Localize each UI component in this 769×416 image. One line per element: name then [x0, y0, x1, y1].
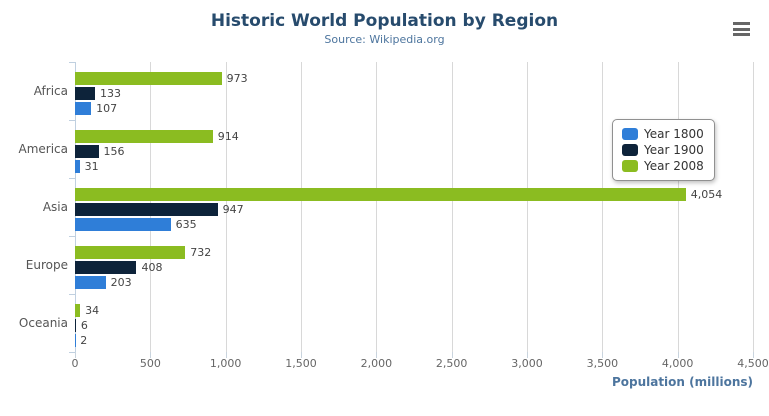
- gridline: [225, 62, 227, 352]
- gridline: [376, 62, 378, 352]
- chart-subtitle: Source: Wikipedia.org: [324, 33, 445, 46]
- legend-swatch-icon: [622, 144, 638, 156]
- x-axis-label: 2,500: [435, 357, 468, 370]
- data-label: 408: [141, 261, 163, 274]
- x-axis-label: 1,500: [285, 357, 317, 370]
- category-axis-tick: [69, 178, 75, 179]
- category-axis-tick: [69, 352, 75, 353]
- data-label: 31: [84, 160, 99, 173]
- value-axis-tick: [527, 352, 528, 358]
- data-label: 947: [222, 203, 244, 216]
- bar-year-2008-asia[interactable]: [75, 188, 686, 201]
- bar-year-1900-oceania[interactable]: [75, 319, 76, 332]
- category-label: Africa: [33, 84, 68, 98]
- data-label: 107: [96, 102, 118, 115]
- export-menu-button[interactable]: [733, 21, 750, 37]
- category-axis-tick: [69, 62, 75, 63]
- bar-year-2008-europe[interactable]: [75, 246, 186, 259]
- bar-year-1800-europe[interactable]: [75, 276, 106, 289]
- category-axis-tick: [69, 236, 75, 237]
- x-axis-label: 3,500: [586, 357, 619, 370]
- legend: Year 1800 Year 1900 Year 2008: [612, 119, 715, 181]
- category-axis-tick: [69, 120, 75, 121]
- category-label: Europe: [25, 258, 68, 272]
- category-axis-tick: [69, 294, 75, 295]
- bar-year-1900-europe[interactable]: [75, 261, 137, 274]
- gridline: [451, 62, 453, 352]
- x-axis-label: 2,000: [360, 357, 393, 370]
- x-axis-label: 4,000: [661, 357, 694, 370]
- bar-year-1800-africa[interactable]: [75, 102, 92, 115]
- legend-swatch-icon: [622, 128, 638, 140]
- value-axis-tick: [75, 352, 76, 358]
- legend-item-year-2008[interactable]: Year 2008: [622, 158, 704, 174]
- bar-year-2008-oceania[interactable]: [75, 304, 81, 317]
- gridline: [602, 62, 604, 352]
- value-axis-tick: [451, 352, 453, 358]
- gridline: [301, 62, 302, 352]
- data-label: 732: [190, 246, 212, 259]
- data-label: 133: [100, 87, 122, 100]
- data-label: 34: [85, 304, 100, 317]
- x-axis-label: 500: [139, 357, 161, 370]
- chart-title: Historic World Population by Region: [210, 11, 559, 31]
- x-axis-label: 1,000: [209, 357, 242, 370]
- legend-item-year-1900[interactable]: Year 1900: [622, 142, 704, 158]
- value-axis-tick: [376, 352, 378, 358]
- x-axis-label: 0: [71, 357, 79, 370]
- x-axis-label: 4,500: [737, 357, 769, 370]
- value-axis-tick: [602, 352, 604, 358]
- category-label: Asia: [42, 200, 68, 214]
- gridline: [753, 62, 754, 352]
- hamburger-icon: [733, 27, 750, 31]
- data-label: 6: [80, 319, 88, 332]
- data-label: 635: [175, 218, 197, 231]
- gridline: [527, 62, 528, 352]
- value-axis-tick: [753, 352, 754, 358]
- legend-item-year-1800[interactable]: Year 1800: [622, 126, 704, 142]
- bar-year-1800-america[interactable]: [75, 160, 80, 173]
- data-label: 973: [226, 72, 248, 85]
- hamburger-icon: [733, 22, 750, 25]
- value-axis-tick: [150, 352, 152, 358]
- legend-label: Year 1900: [644, 143, 704, 157]
- bar-year-1900-asia[interactable]: [75, 203, 218, 216]
- plot-area: 973 133 107 914 156 31 4,054 947 635 732 408 203 34 6…: [75, 62, 754, 352]
- data-label: 4,054: [690, 188, 723, 201]
- bar-year-1900-africa[interactable]: [75, 87, 96, 100]
- data-label: 914: [217, 130, 239, 143]
- value-axis-tick: [301, 352, 302, 358]
- bar-year-2008-africa[interactable]: [75, 72, 222, 85]
- x-axis-title: Population (millions): [611, 375, 753, 389]
- x-axis-label: 3,000: [511, 357, 543, 370]
- value-axis-tick: [225, 352, 227, 358]
- hamburger-icon: [733, 33, 750, 36]
- bar-year-1800-asia[interactable]: [75, 218, 171, 231]
- legend-label: Year 2008: [644, 159, 704, 173]
- bar-year-1900-america[interactable]: [75, 145, 99, 158]
- gridline: [677, 62, 679, 352]
- value-axis-tick: [677, 352, 679, 358]
- bar-year-2008-america[interactable]: [75, 130, 213, 143]
- data-label: 2: [80, 334, 88, 347]
- data-label: 203: [110, 276, 132, 289]
- data-label: 156: [103, 145, 125, 158]
- legend-swatch-icon: [622, 160, 638, 172]
- category-label: Oceania: [18, 316, 68, 330]
- category-label: America: [18, 142, 69, 156]
- legend-label: Year 1800: [644, 127, 704, 141]
